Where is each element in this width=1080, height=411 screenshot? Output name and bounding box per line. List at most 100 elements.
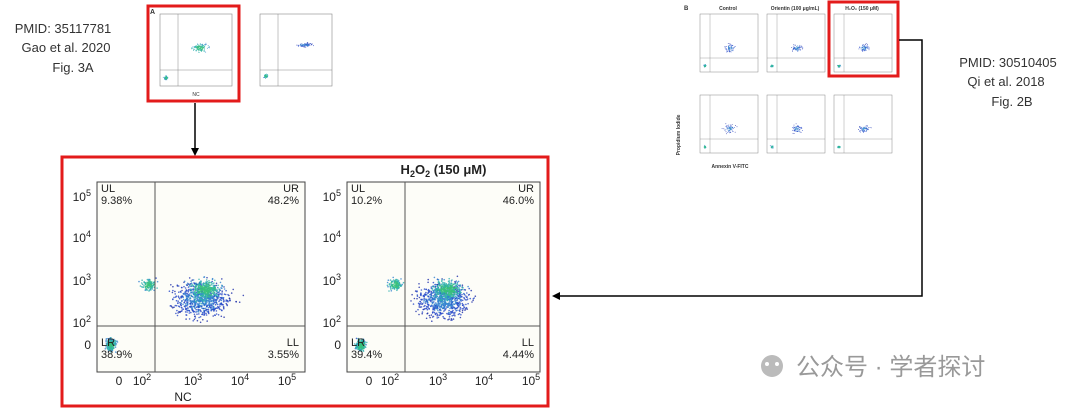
event-dot bbox=[111, 347, 113, 350]
event-dot bbox=[444, 303, 446, 306]
event-dot bbox=[798, 126, 800, 128]
event-dot bbox=[210, 309, 212, 311]
event-dot bbox=[218, 299, 221, 301]
thumb-frame bbox=[833, 13, 893, 73]
event-dot bbox=[212, 315, 214, 317]
event-dot bbox=[431, 320, 433, 323]
event-dot bbox=[185, 318, 187, 320]
event-dot bbox=[147, 279, 150, 281]
event-dot bbox=[185, 290, 187, 292]
event-dot bbox=[306, 44, 308, 46]
watermark-icon bbox=[775, 362, 779, 366]
event-dot bbox=[203, 297, 205, 299]
event-dot bbox=[192, 311, 195, 313]
event-dot bbox=[214, 279, 216, 282]
event-dot bbox=[187, 307, 189, 309]
event-dot bbox=[267, 74, 269, 76]
event-dot bbox=[436, 288, 439, 290]
event-dot bbox=[393, 285, 396, 288]
event-dot bbox=[726, 133, 728, 135]
event-dot bbox=[452, 309, 454, 312]
event-dot bbox=[206, 291, 208, 294]
event-dot bbox=[858, 129, 859, 130]
event-dot bbox=[427, 306, 429, 309]
event-dot bbox=[436, 313, 439, 316]
event-dot bbox=[440, 304, 443, 306]
tick-exp: 2 bbox=[336, 314, 341, 324]
event-dot bbox=[467, 285, 469, 288]
event-dot bbox=[442, 292, 444, 294]
event-dot bbox=[205, 302, 207, 305]
event-dot bbox=[213, 291, 216, 294]
event-dot bbox=[194, 298, 197, 300]
event-dot bbox=[434, 283, 437, 286]
event-dot bbox=[793, 124, 795, 126]
event-dot bbox=[166, 77, 168, 79]
event-dot bbox=[425, 288, 427, 291]
event-dot bbox=[221, 278, 223, 280]
event-dot bbox=[213, 310, 215, 312]
event-dot bbox=[443, 310, 445, 312]
event-dot bbox=[728, 50, 730, 52]
event-dot bbox=[177, 312, 179, 314]
event-dot bbox=[437, 300, 439, 303]
event-dot bbox=[217, 314, 220, 316]
event-dot bbox=[300, 45, 302, 47]
event-dot bbox=[411, 293, 413, 296]
event-dot bbox=[301, 43, 303, 45]
event-dot bbox=[192, 293, 195, 296]
event-dot bbox=[423, 288, 426, 290]
event-dot bbox=[797, 125, 799, 127]
event-dot bbox=[208, 300, 211, 303]
event-dot bbox=[795, 126, 797, 128]
event-dot bbox=[452, 283, 454, 286]
event-dot bbox=[143, 281, 146, 284]
event-dot bbox=[192, 320, 194, 322]
event-dot bbox=[192, 279, 195, 281]
event-dot bbox=[868, 49, 870, 51]
event-dot bbox=[194, 315, 196, 318]
event-dot bbox=[724, 46, 726, 48]
thumb-title: Orientin (100 μg/mL) bbox=[771, 6, 820, 12]
event-dot bbox=[162, 76, 164, 78]
event-dot bbox=[185, 307, 187, 310]
event-dot bbox=[196, 48, 198, 50]
event-dot bbox=[793, 47, 795, 49]
event-dot bbox=[459, 295, 461, 297]
event-dot bbox=[390, 288, 392, 290]
event-dot bbox=[198, 316, 200, 319]
event-dot bbox=[441, 290, 444, 293]
event-dot bbox=[437, 289, 440, 292]
event-dot bbox=[114, 346, 117, 348]
watermark-icon bbox=[765, 362, 769, 366]
event-dot bbox=[104, 348, 107, 350]
event-dot bbox=[207, 285, 210, 288]
event-dot bbox=[793, 44, 794, 46]
plot-frame bbox=[96, 181, 306, 373]
event-dot bbox=[421, 302, 424, 305]
tick-exp: 3 bbox=[86, 272, 91, 282]
event-dot bbox=[303, 44, 305, 46]
event-dot bbox=[110, 350, 112, 353]
event-dot bbox=[445, 283, 447, 285]
event-dot bbox=[197, 294, 199, 297]
event-dot bbox=[199, 43, 201, 45]
event-dot bbox=[200, 291, 203, 294]
event-dot bbox=[225, 289, 227, 292]
tick-label: 0 bbox=[84, 338, 91, 352]
event-dot bbox=[731, 47, 733, 49]
event-dot bbox=[307, 45, 308, 47]
event-dot bbox=[303, 44, 305, 46]
event-dot bbox=[221, 303, 223, 306]
event-dot bbox=[423, 295, 425, 298]
event-dot bbox=[441, 296, 444, 299]
event-dot bbox=[867, 128, 869, 130]
event-dot bbox=[205, 281, 208, 283]
event-dot bbox=[390, 290, 393, 292]
tick-label: 102 bbox=[133, 372, 151, 388]
event-dot bbox=[859, 127, 861, 128]
event-dot bbox=[199, 294, 202, 297]
event-dot bbox=[105, 340, 107, 343]
event-dot bbox=[204, 307, 207, 310]
event-dot bbox=[725, 123, 727, 125]
